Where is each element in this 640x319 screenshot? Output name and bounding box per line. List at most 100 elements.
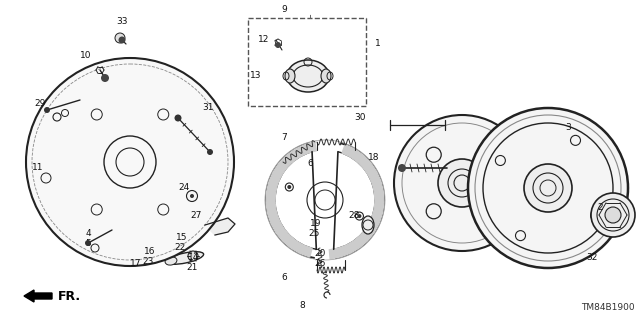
Text: 21: 21 <box>186 263 198 272</box>
Text: 22: 22 <box>174 243 186 253</box>
Ellipse shape <box>287 60 329 92</box>
Circle shape <box>85 240 91 246</box>
Polygon shape <box>358 155 371 168</box>
Text: 20: 20 <box>314 249 326 258</box>
Polygon shape <box>339 245 350 257</box>
Text: 16: 16 <box>144 247 156 256</box>
Circle shape <box>115 33 125 43</box>
Polygon shape <box>374 192 384 202</box>
Polygon shape <box>283 235 296 248</box>
Circle shape <box>44 107 50 113</box>
Circle shape <box>605 207 621 223</box>
Text: 23: 23 <box>142 256 154 265</box>
Polygon shape <box>374 202 384 213</box>
Polygon shape <box>295 145 308 157</box>
Polygon shape <box>350 149 364 162</box>
Text: 2: 2 <box>597 204 603 212</box>
Circle shape <box>468 108 628 268</box>
Circle shape <box>287 185 291 189</box>
Polygon shape <box>273 163 286 176</box>
Circle shape <box>591 193 635 237</box>
Text: 24: 24 <box>179 183 189 192</box>
Circle shape <box>394 115 530 251</box>
Text: 14: 14 <box>188 254 200 263</box>
Polygon shape <box>287 149 300 162</box>
Bar <box>112 100 148 116</box>
Text: 5: 5 <box>85 240 91 249</box>
Polygon shape <box>300 245 312 257</box>
Circle shape <box>357 214 362 218</box>
Text: 27: 27 <box>190 211 202 220</box>
Polygon shape <box>291 241 303 253</box>
Circle shape <box>524 164 572 212</box>
Text: 19: 19 <box>310 219 322 228</box>
Circle shape <box>190 194 194 198</box>
Circle shape <box>207 149 213 155</box>
Ellipse shape <box>362 216 374 234</box>
Circle shape <box>275 42 281 48</box>
Text: 6: 6 <box>281 273 287 283</box>
Text: 15: 15 <box>176 234 188 242</box>
Bar <box>38 168 54 178</box>
Circle shape <box>118 36 125 43</box>
Text: 10: 10 <box>80 50 92 60</box>
Polygon shape <box>361 228 374 241</box>
Polygon shape <box>330 248 340 259</box>
Text: 25: 25 <box>308 229 320 239</box>
Polygon shape <box>205 218 235 235</box>
Bar <box>248 18 366 106</box>
Circle shape <box>398 164 406 172</box>
Polygon shape <box>279 156 292 168</box>
Ellipse shape <box>285 69 295 83</box>
Circle shape <box>186 190 198 202</box>
Text: 17: 17 <box>131 259 141 269</box>
Polygon shape <box>268 211 279 223</box>
Text: 31: 31 <box>202 103 214 113</box>
Polygon shape <box>355 235 367 248</box>
Text: 13: 13 <box>250 71 262 80</box>
Text: 29: 29 <box>35 99 45 108</box>
Ellipse shape <box>166 252 204 264</box>
Circle shape <box>175 115 182 122</box>
Polygon shape <box>364 163 376 176</box>
Circle shape <box>101 74 109 82</box>
Polygon shape <box>367 220 380 232</box>
Text: 11: 11 <box>32 164 44 173</box>
Ellipse shape <box>165 257 177 265</box>
Text: 28: 28 <box>348 211 360 220</box>
Circle shape <box>438 159 486 207</box>
Circle shape <box>26 58 234 266</box>
Text: 33: 33 <box>116 18 128 26</box>
Text: 26: 26 <box>314 259 326 269</box>
Bar <box>116 204 144 218</box>
Ellipse shape <box>138 132 158 144</box>
Polygon shape <box>266 192 275 203</box>
Polygon shape <box>347 241 360 253</box>
Text: 3: 3 <box>565 123 571 132</box>
Text: 18: 18 <box>368 153 380 162</box>
Text: 7: 7 <box>281 133 287 143</box>
Ellipse shape <box>321 69 331 83</box>
Polygon shape <box>266 203 276 213</box>
Text: 4: 4 <box>85 229 91 239</box>
Circle shape <box>188 251 198 261</box>
Text: 32: 32 <box>586 254 598 263</box>
Polygon shape <box>305 142 316 153</box>
Polygon shape <box>276 228 289 241</box>
Text: 30: 30 <box>355 114 365 122</box>
Text: 8: 8 <box>299 300 305 309</box>
Polygon shape <box>372 182 383 193</box>
Text: FR.: FR. <box>58 290 81 302</box>
Polygon shape <box>266 182 277 193</box>
Polygon shape <box>271 220 284 233</box>
FancyArrow shape <box>24 290 52 302</box>
Text: TM84B1900: TM84B1900 <box>581 303 635 312</box>
Text: 12: 12 <box>259 35 269 44</box>
Text: 6: 6 <box>307 160 313 168</box>
Polygon shape <box>342 145 355 157</box>
Text: 1: 1 <box>375 40 381 48</box>
Polygon shape <box>371 211 383 223</box>
Text: 9: 9 <box>281 5 287 14</box>
Polygon shape <box>269 172 281 184</box>
Polygon shape <box>369 172 381 184</box>
